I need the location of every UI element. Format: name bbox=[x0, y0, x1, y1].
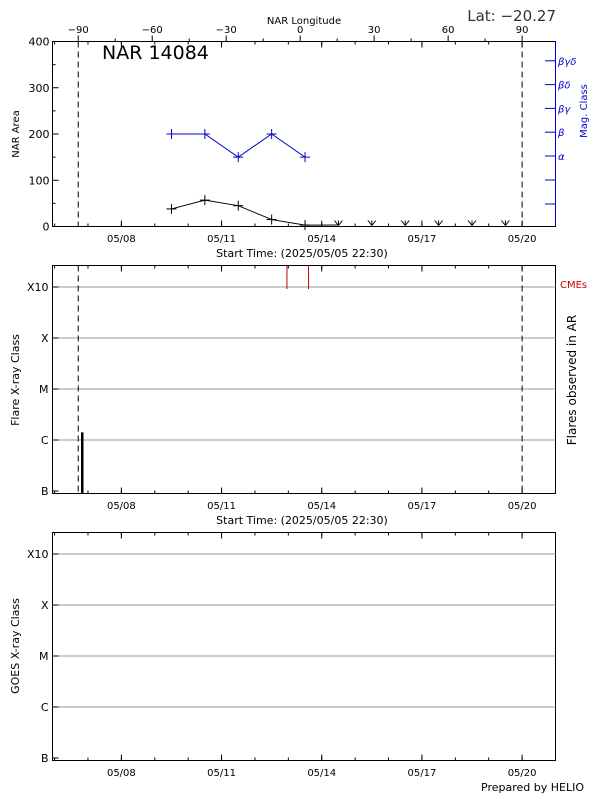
class-tick-label: X bbox=[41, 599, 49, 612]
mag-tick-label: βγ bbox=[557, 104, 571, 115]
panel-goes: B C M X X10 05/08 05/11 05/14 05/17 05/20 GOES X-… bbox=[9, 532, 556, 779]
down-arrow-marker bbox=[338, 220, 343, 226]
x-tick-label: 05/08 bbox=[107, 501, 136, 512]
class-tick-label: X10 bbox=[27, 548, 49, 561]
x-tick-label: 05/14 bbox=[307, 768, 336, 779]
x-tick-label: 05/14 bbox=[307, 501, 336, 512]
down-arrow-marker bbox=[434, 220, 440, 226]
top-tick-label: 0 bbox=[297, 25, 303, 36]
panel1-y-label: NAR Area bbox=[11, 110, 22, 157]
x-tick-label: 05/14 bbox=[307, 234, 336, 245]
y-tick-label: 200 bbox=[29, 128, 50, 141]
down-arrow-marker bbox=[334, 220, 339, 226]
panel2-x-label: Start Time: (2025/05/05 22:30) bbox=[216, 514, 388, 527]
panel1-right-label: Mag. Class bbox=[579, 84, 590, 138]
down-arrow-marker bbox=[438, 220, 444, 226]
down-arrow-marker bbox=[501, 220, 506, 226]
class-tick-label: X bbox=[41, 332, 49, 345]
class-tick-label: M bbox=[39, 383, 49, 396]
panel2-right-label: Flares observed in AR bbox=[565, 315, 579, 445]
cme-label: CMEs bbox=[560, 280, 587, 291]
y-tick-label: 100 bbox=[29, 174, 50, 187]
class-tick-label: M bbox=[39, 650, 49, 663]
panel3-y-label: GOES X-ray Class bbox=[9, 598, 22, 694]
x-tick-label: 05/11 bbox=[207, 501, 236, 512]
x-tick-label: 05/17 bbox=[408, 768, 437, 779]
class-tick-label: X10 bbox=[27, 281, 49, 294]
class-tick-label: C bbox=[41, 701, 49, 714]
mag-tick-label: α bbox=[558, 152, 565, 163]
down-arrow-marker bbox=[367, 220, 373, 226]
x-tick-label: 05/11 bbox=[207, 234, 236, 245]
top-tick-label: 90 bbox=[516, 25, 529, 36]
x-tick-label: 05/17 bbox=[408, 501, 437, 512]
top-tick-label: −60 bbox=[142, 25, 163, 36]
top-tick-label: −90 bbox=[68, 25, 89, 36]
top-tick-label: 60 bbox=[442, 25, 455, 36]
x-tick-label: 05/11 bbox=[207, 768, 236, 779]
panel2-y-label: Flare X-ray Class bbox=[9, 334, 22, 426]
x-tick-label: 05/20 bbox=[508, 234, 537, 245]
y-tick-label: 0 bbox=[43, 221, 50, 234]
y-tick-label: 400 bbox=[29, 36, 50, 49]
x-tick-label: 05/17 bbox=[408, 234, 437, 245]
class-tick-label: B bbox=[41, 485, 49, 498]
y-tick-label: 300 bbox=[29, 82, 50, 95]
panel-nar-area: 0 100 200 300 400 −90 −60 −30 0 30 60 90 α β βγ βδ βγδ 05… bbox=[11, 25, 590, 260]
top-tick-label: 30 bbox=[368, 25, 381, 36]
class-tick-label: C bbox=[41, 434, 49, 447]
top-axis-title: NAR Longitude bbox=[267, 16, 341, 27]
mag-tick-label: βδ bbox=[557, 81, 571, 92]
panel1-x-label: Start Time: (2025/05/05 22:30) bbox=[216, 247, 388, 260]
top-tick-label: −30 bbox=[216, 25, 237, 36]
x-tick-label: 05/20 bbox=[508, 501, 537, 512]
down-arrow-marker bbox=[467, 220, 473, 226]
down-arrow-marker bbox=[505, 220, 510, 226]
panel3-frame bbox=[52, 532, 556, 761]
x-tick-label: 05/20 bbox=[508, 768, 537, 779]
latitude-label: Lat: −20.27 bbox=[467, 7, 556, 25]
mag-tick-label: βγδ bbox=[557, 57, 576, 68]
panel1-frame bbox=[52, 41, 556, 227]
class-tick-label: B bbox=[41, 752, 49, 765]
prepared-by-label: Prepared by HELIO bbox=[481, 781, 584, 794]
down-arrow-marker bbox=[400, 220, 406, 226]
nar-label: NAR 14084 bbox=[102, 42, 209, 64]
panel2-frame bbox=[52, 265, 556, 494]
panel-flares: B C M X X10 05/08 05/11 05/14 05/17 05/20 Flare X… bbox=[9, 265, 587, 527]
down-arrow-marker bbox=[404, 220, 410, 226]
down-arrow-marker bbox=[371, 220, 377, 226]
x-tick-label: 05/08 bbox=[107, 768, 136, 779]
x-tick-label: 05/08 bbox=[107, 234, 136, 245]
mag-tick-label: β bbox=[557, 128, 565, 139]
down-arrow-marker bbox=[471, 220, 477, 226]
